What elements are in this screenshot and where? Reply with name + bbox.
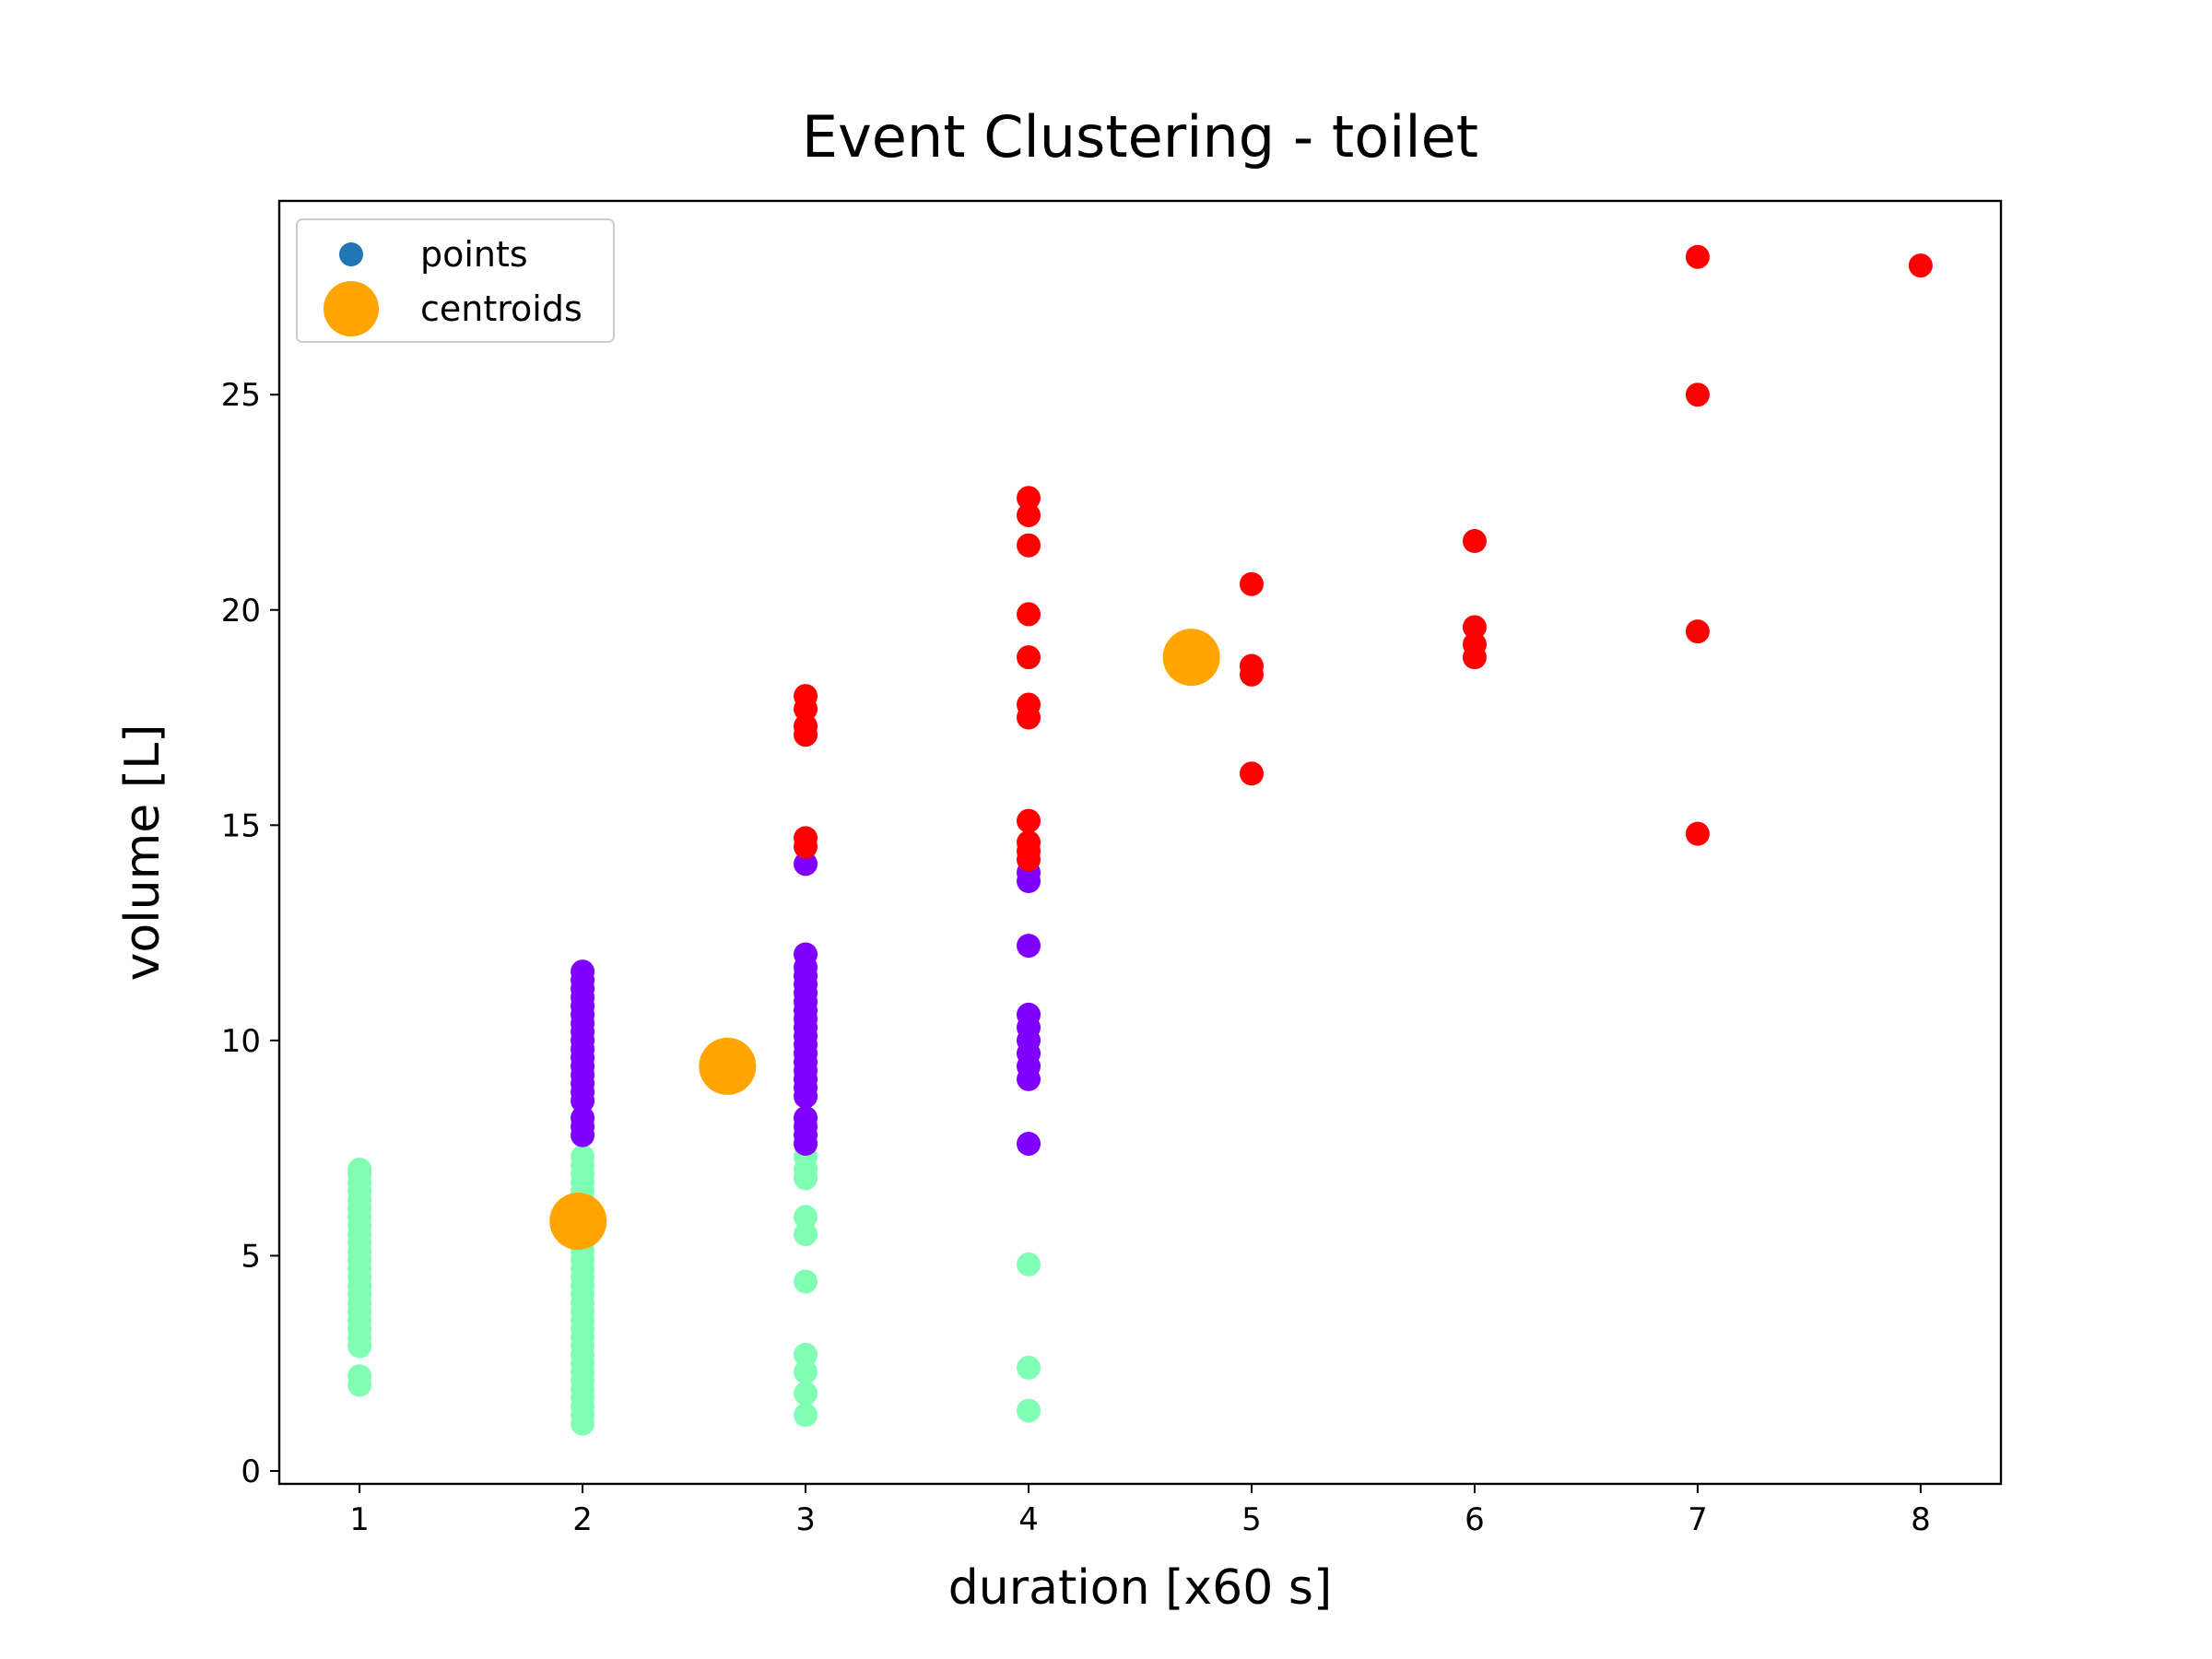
data-point-cluster-2 — [1685, 382, 1710, 407]
data-point-cluster-2 — [1908, 253, 1933, 278]
data-point-cluster-0 — [794, 1359, 818, 1384]
data-point-cluster-0 — [794, 1381, 818, 1406]
axis-ticks: 1 2 3 4 5 6 7 8 0 5 10 15 20 25 — [221, 377, 1931, 1538]
data-point-cluster-0 — [347, 1158, 372, 1182]
x-tick-label: 4 — [1018, 1501, 1039, 1538]
data-point-cluster-2 — [1017, 808, 1041, 833]
data-point-cluster-0 — [1017, 1252, 1041, 1277]
centroid-point — [1162, 629, 1220, 687]
x-tick-label: 6 — [1465, 1501, 1485, 1538]
x-tick-label: 5 — [1241, 1501, 1262, 1538]
data-point-cluster-2 — [1462, 632, 1487, 657]
legend-centroids-label: centroids — [420, 288, 582, 329]
y-tick-label: 10 — [221, 1023, 261, 1060]
data-point-cluster-0 — [794, 1205, 818, 1230]
data-point-cluster-2 — [1017, 692, 1041, 717]
data-point-cluster-2 — [794, 826, 818, 851]
data-point-cluster-2 — [1239, 653, 1264, 678]
data-point-cluster-2 — [1685, 821, 1710, 846]
data-point-cluster-2 — [1685, 244, 1710, 269]
legend-centroids-marker — [324, 281, 379, 336]
data-point-cluster-0 — [794, 1403, 818, 1428]
x-tick-label: 8 — [1911, 1501, 1931, 1538]
data-point-cluster-1 — [1017, 1131, 1041, 1156]
data-point-cluster-0 — [794, 1269, 818, 1294]
data-point-cluster-2 — [1017, 486, 1041, 511]
data-point-cluster-2 — [1239, 761, 1264, 786]
data-point-cluster-0 — [571, 1144, 595, 1169]
chart-title: Event Clustering - toilet — [802, 103, 1478, 171]
plot-area-frame — [277, 199, 2003, 1486]
y-tick-label: 25 — [221, 377, 261, 414]
data-point-cluster-2 — [1017, 645, 1041, 670]
data-point-cluster-1 — [794, 1105, 818, 1130]
data-point-cluster-1 — [1017, 934, 1041, 959]
data-point-cluster-0 — [794, 1222, 818, 1247]
legend: points centroids — [296, 218, 615, 343]
data-point-cluster-2 — [794, 713, 818, 738]
data-point-cluster-1 — [571, 959, 595, 984]
y-axis-label: volume [L] — [115, 724, 171, 982]
data-point-cluster-2 — [1017, 602, 1041, 627]
data-point-cluster-2 — [1462, 529, 1487, 554]
data-point-cluster-2 — [1017, 533, 1041, 558]
x-tick-label: 3 — [795, 1501, 816, 1538]
data-point-cluster-2 — [1017, 830, 1041, 854]
data-point-cluster-2 — [1685, 619, 1710, 644]
x-axis-label: duration [x60 s] — [948, 1560, 1332, 1616]
legend-points-label: points — [420, 234, 528, 275]
data-point-cluster-0 — [794, 1342, 818, 1367]
data-point-cluster-0 — [347, 1364, 372, 1389]
x-tick-label: 2 — [572, 1501, 593, 1538]
data-point-cluster-2 — [1017, 502, 1041, 527]
x-tick-label: 1 — [349, 1501, 370, 1538]
y-tick-label: 15 — [221, 807, 261, 844]
centroid-point — [549, 1193, 607, 1251]
data-point-cluster-1 — [571, 1105, 595, 1130]
x-tick-label: 7 — [1688, 1501, 1708, 1538]
y-tick-label: 20 — [221, 593, 261, 629]
centroid-markers — [549, 629, 1220, 1251]
data-point-cluster-0 — [1017, 1398, 1041, 1423]
data-points — [347, 244, 1933, 1436]
data-point-cluster-2 — [794, 684, 818, 709]
data-point-cluster-1 — [794, 942, 818, 967]
data-point-cluster-0 — [1017, 1355, 1041, 1380]
centroid-point — [699, 1037, 757, 1095]
data-point-cluster-2 — [1462, 615, 1487, 640]
data-point-cluster-1 — [794, 852, 818, 877]
y-tick-label: 0 — [241, 1453, 261, 1490]
y-tick-label: 5 — [241, 1238, 261, 1275]
legend-points-marker — [339, 242, 363, 266]
data-point-cluster-1 — [1017, 1002, 1041, 1027]
data-point-cluster-2 — [1239, 571, 1264, 596]
